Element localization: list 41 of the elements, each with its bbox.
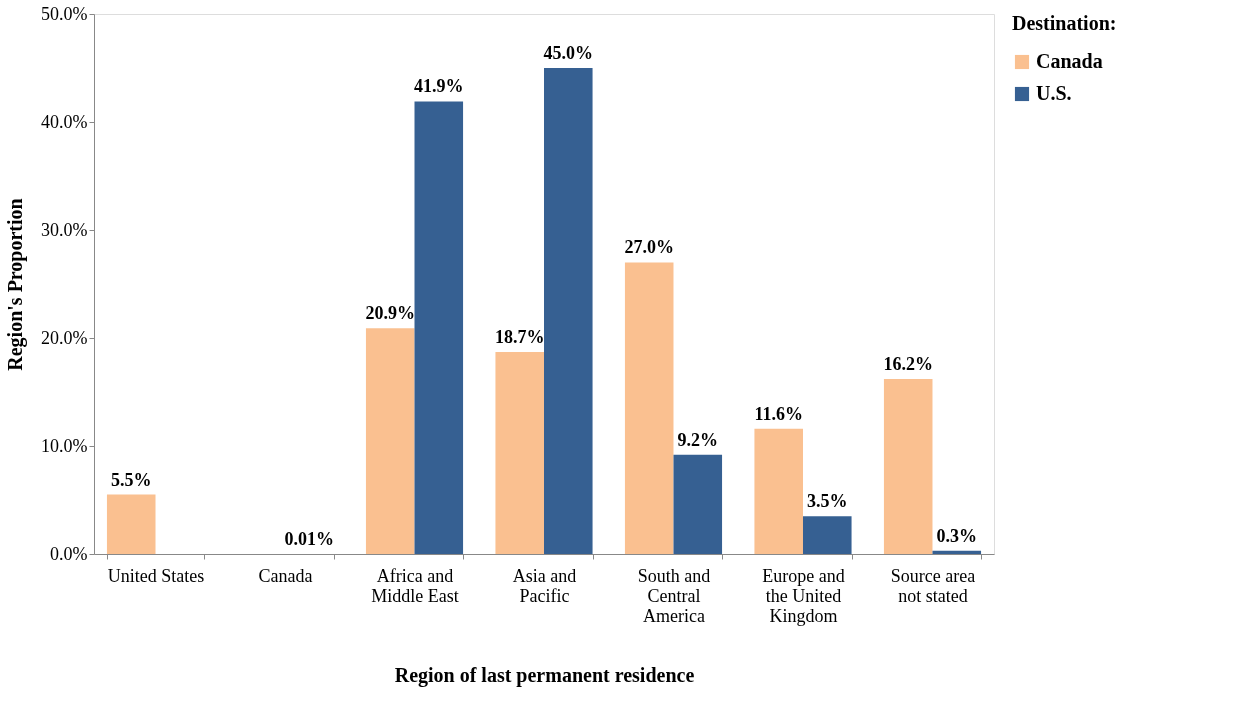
bar (624, 262, 674, 554)
y-tick-label: 50.0% (41, 3, 88, 24)
data-label: 41.9% (414, 76, 464, 97)
x-tick-label: Canada (258, 565, 313, 586)
bar (414, 101, 464, 554)
bar (544, 68, 593, 554)
legend-label: Canada (1036, 50, 1103, 72)
bar (365, 328, 415, 554)
y-axis-title: Region's Proportion (4, 198, 28, 371)
x-tick-label: United States (107, 565, 205, 586)
data-label: 27.0% (624, 237, 674, 258)
x-tick-label: Africa and Middle East (371, 565, 459, 606)
legend-label: U.S. (1036, 82, 1072, 104)
bar (802, 516, 852, 554)
x-tick-label: South and Central America (637, 565, 711, 626)
bar (754, 428, 803, 554)
data-label: 9.2% (677, 429, 719, 450)
data-label: 20.9% (365, 303, 415, 324)
x-tick-label: Source area not stated (890, 565, 976, 606)
y-tick-label: 40.0% (41, 111, 88, 132)
bar (883, 379, 933, 554)
legend-title: Destination: (1012, 12, 1117, 34)
y-tick-label: 30.0% (41, 219, 88, 240)
bar (673, 454, 723, 554)
x-axis-title: Region of last permanent residence (394, 663, 695, 687)
y-tick-label: 0.0% (50, 543, 88, 564)
y-tick-label: 20.0% (41, 327, 88, 348)
bar (932, 550, 982, 554)
data-label: 18.7% (494, 327, 545, 348)
data-label: 3.5% (807, 491, 848, 512)
data-label: 45.0% (543, 43, 594, 63)
x-tick-label: Europe and the United Kingdom (762, 565, 845, 626)
data-label: 0.01% (284, 528, 335, 549)
data-label: 16.2% (883, 354, 933, 375)
x-tick-label: Asia and Pacific (512, 565, 577, 606)
bar (495, 352, 544, 554)
bar (106, 494, 156, 554)
data-label: 0.3% (936, 525, 978, 546)
data-label: 11.6% (754, 403, 803, 424)
data-label: 5.5% (110, 469, 152, 490)
y-tick-label: 10.0% (41, 435, 88, 456)
